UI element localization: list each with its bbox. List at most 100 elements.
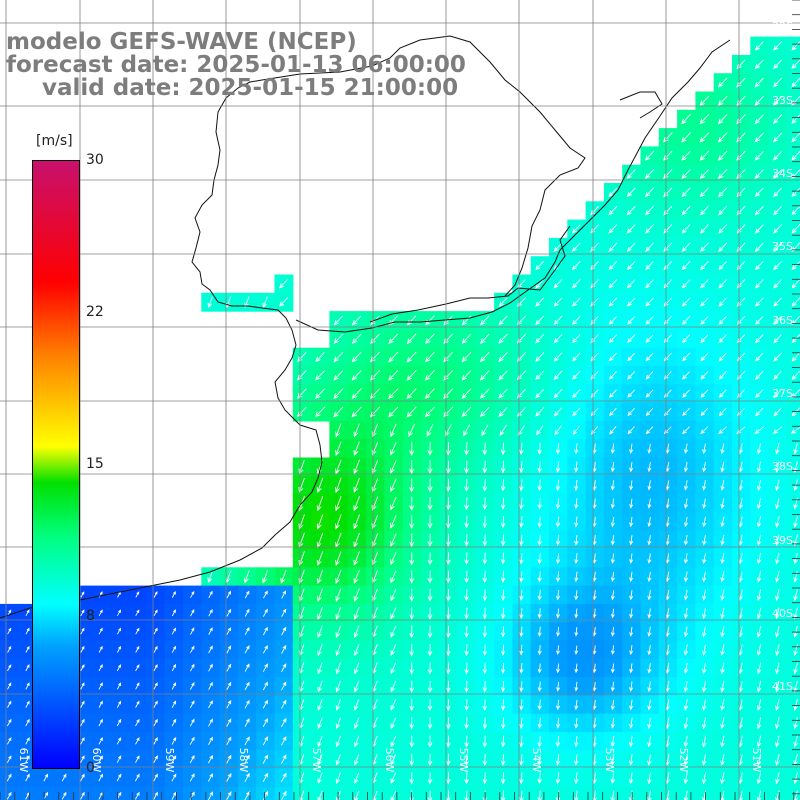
wind-arrow — [738, 479, 743, 491]
wind-arrow — [443, 333, 454, 344]
wind-arrow — [482, 625, 488, 638]
wind-arrow — [7, 664, 12, 672]
wind-arrow — [682, 426, 691, 435]
wind-arrow — [481, 424, 489, 437]
wind-arrow — [498, 297, 508, 307]
wind-arrow — [171, 791, 177, 800]
wind-arrow — [80, 609, 85, 617]
wind-arrow — [610, 626, 615, 637]
wind-arrow — [262, 772, 269, 783]
wind-arrow — [480, 315, 490, 326]
wind-arrow — [644, 187, 655, 198]
wind-arrow — [754, 334, 764, 344]
wind-arrow — [171, 663, 176, 672]
wind-arrow — [427, 588, 433, 602]
wind-arrow — [117, 609, 122, 617]
wind-arrow — [498, 370, 508, 381]
wind-arrow — [208, 736, 213, 746]
wind-arrow — [335, 606, 342, 621]
wind-arrow — [775, 735, 780, 748]
wind-speed-cell — [786, 695, 800, 715]
wind-arrow — [791, 370, 800, 380]
wind-arrow — [427, 533, 433, 548]
wind-arrow — [80, 718, 85, 727]
wind-arrow — [135, 627, 140, 635]
wind-arrow — [683, 662, 689, 674]
wind-arrow — [699, 187, 709, 198]
wind-arrow — [736, 95, 746, 106]
wind-arrow — [718, 242, 728, 252]
wind-arrow — [409, 607, 415, 621]
wind-arrow — [262, 754, 269, 764]
wind-arrow — [244, 608, 250, 617]
wind-arrow — [755, 352, 764, 362]
wind-arrow — [629, 645, 634, 656]
wind-arrow — [720, 607, 725, 620]
wind-arrow — [190, 645, 195, 654]
wind-arrow — [574, 571, 579, 583]
wind-arrow — [153, 682, 158, 690]
wind-arrow — [645, 352, 654, 362]
wind-arrow — [427, 478, 433, 493]
wind-arrow — [390, 717, 397, 729]
wind-arrow — [702, 498, 707, 510]
wind-arrow — [317, 772, 323, 784]
wind-arrow — [153, 718, 158, 727]
wind-arrow — [226, 718, 232, 727]
wind-arrow — [80, 791, 85, 800]
wind-arrow — [701, 753, 707, 766]
wind-arrow — [720, 626, 725, 638]
wind-arrow — [443, 388, 454, 400]
wind-arrow — [683, 480, 688, 491]
wind-arrow — [647, 717, 652, 730]
wind-arrow — [720, 772, 725, 785]
wind-arrow — [720, 699, 725, 711]
wind-arrow — [281, 608, 287, 617]
wind-arrow — [574, 553, 579, 565]
wind-arrow — [773, 297, 782, 307]
wind-arrow — [682, 352, 691, 362]
wind-arrow — [500, 753, 506, 766]
wind-arrow — [482, 479, 488, 492]
wind-arrow — [555, 461, 561, 473]
wind-arrow — [388, 351, 399, 363]
wind-arrow — [629, 480, 634, 491]
wind-arrow — [482, 607, 488, 620]
wind-arrow — [390, 662, 397, 675]
wind-arrow — [791, 59, 800, 69]
wind-arrow — [6, 791, 12, 800]
wind-arrow — [390, 496, 397, 511]
wind-arrow — [701, 699, 707, 711]
wind-arrow — [498, 333, 508, 344]
wind-arrow — [683, 535, 689, 546]
wind-arrow — [773, 334, 782, 344]
wind-arrow — [683, 717, 689, 730]
wind-arrow — [571, 260, 581, 271]
wind-arrow — [647, 498, 652, 509]
wind-arrow — [335, 754, 341, 766]
wind-arrow — [793, 516, 798, 528]
wind-arrow — [590, 334, 599, 344]
wind-arrow — [369, 369, 381, 381]
wind-arrow — [409, 698, 415, 712]
wind-arrow — [427, 662, 433, 675]
wind-arrow — [775, 753, 780, 766]
wind-arrow — [333, 351, 344, 363]
lat-label: 34S — [772, 167, 793, 180]
wind-arrow — [500, 772, 506, 785]
wind-arrow — [555, 608, 560, 619]
wind-arrow — [647, 516, 652, 528]
wind-arrow — [43, 791, 49, 800]
wind-arrow — [718, 260, 727, 271]
wind-arrow — [7, 682, 12, 690]
wind-arrow — [610, 735, 615, 748]
wind-arrow — [482, 552, 488, 565]
wind-arrow — [519, 571, 524, 583]
wind-arrow — [500, 699, 506, 711]
wind-arrow — [537, 571, 542, 583]
wind-arrow — [461, 315, 472, 326]
wind-arrow — [390, 460, 397, 474]
wind-arrow — [153, 591, 158, 598]
wind-arrow — [629, 535, 634, 546]
wind-arrow — [171, 718, 177, 727]
